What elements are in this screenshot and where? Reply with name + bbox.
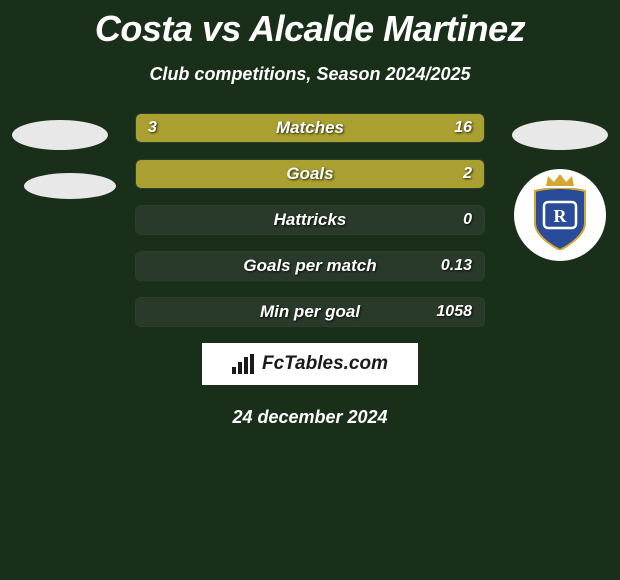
bar-value-right: 0.13 [441, 257, 472, 275]
club-right-badge-container: R [514, 169, 606, 261]
club-badge-icon: R [530, 180, 590, 250]
brand-badge[interactable]: FcTables.com [202, 343, 418, 385]
player-right-avatar [512, 120, 608, 150]
bar-value-right: 0 [463, 211, 472, 229]
bar-row-mpg: Min per goal 1058 [135, 297, 485, 327]
page-subtitle: Club competitions, Season 2024/2025 [0, 64, 620, 85]
bar-label: Hattricks [274, 210, 347, 230]
stats-container: R 3 Matches 16 Goals 2 Hattr [0, 113, 620, 428]
bar-row-matches: 3 Matches 16 [135, 113, 485, 143]
comparison-bars: 3 Matches 16 Goals 2 Hattricks 0 [135, 113, 485, 327]
bar-row-goals: Goals 2 [135, 159, 485, 189]
crown-icon [544, 174, 576, 188]
bar-label: Matches [276, 118, 344, 138]
shield-icon: R [530, 188, 590, 250]
bar-value-right: 2 [463, 165, 472, 183]
player-left-avatar [12, 120, 108, 150]
bar-row-hattricks: Hattricks 0 [135, 205, 485, 235]
bars-icon [232, 354, 256, 374]
bar-row-gpm: Goals per match 0.13 [135, 251, 485, 281]
bar-fill-left [136, 114, 192, 142]
bar-value-right: 16 [454, 119, 472, 137]
page-title: Costa vs Alcalde Martinez [0, 0, 620, 50]
bar-label: Goals per match [243, 256, 376, 276]
brand-text: FcTables.com [262, 353, 388, 375]
bar-label: Min per goal [260, 302, 360, 322]
bar-value-left: 3 [148, 119, 157, 137]
bar-value-right: 1058 [436, 303, 472, 321]
bar-label: Goals [286, 164, 333, 184]
svg-text:R: R [554, 206, 568, 226]
club-left-avatar [24, 173, 116, 199]
date-text: 24 december 2024 [0, 407, 620, 428]
